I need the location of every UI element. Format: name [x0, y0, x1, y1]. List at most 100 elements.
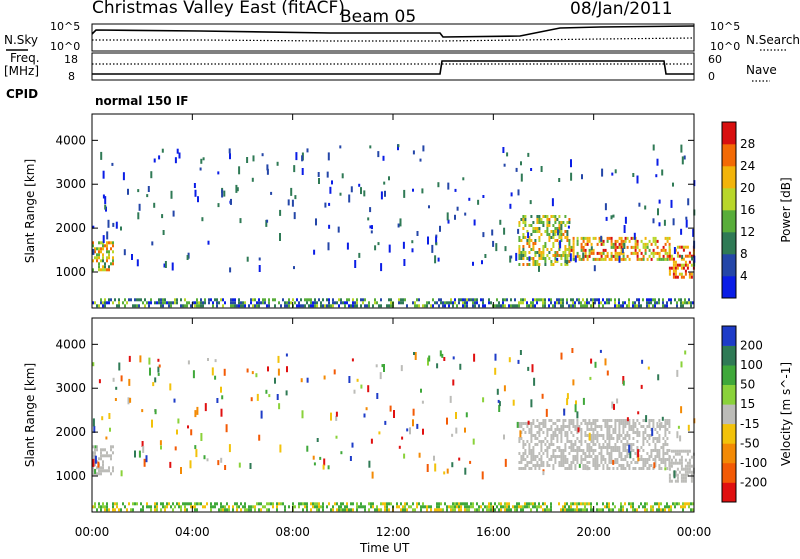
echo-cell: [524, 467, 527, 470]
echo-cell: [193, 183, 196, 188]
echo-cell: [544, 443, 547, 446]
echo-cell: [632, 443, 635, 446]
echo-cell: [458, 505, 460, 509]
echo-cell: [546, 434, 549, 437]
echo-cell: [586, 254, 589, 258]
echo-cell: [630, 505, 632, 509]
echo-cell: [346, 505, 348, 509]
echo-cell: [448, 304, 450, 308]
echo-cell: [559, 240, 562, 249]
echo-cell: [538, 239, 541, 242]
echo-cell: [546, 505, 548, 509]
echo-cell: [266, 219, 269, 223]
echo-cell: [452, 301, 454, 305]
echo-cell: [660, 508, 662, 512]
y-tick-label: 3000: [55, 381, 86, 395]
echo-cell: [340, 451, 343, 455]
echo-cell: [650, 298, 652, 302]
echo-cell: [582, 502, 584, 506]
echo-cell: [522, 248, 525, 251]
echo-cell: [336, 502, 338, 506]
echo-cell: [328, 301, 330, 305]
echo-cell: [614, 257, 617, 261]
echo-cell: [678, 263, 681, 267]
echo-cell: [594, 458, 597, 461]
echo-cell: [560, 304, 562, 308]
echo-cell: [106, 508, 108, 512]
echo-cell: [548, 236, 551, 239]
echo-cell: [598, 446, 601, 449]
echo-cell: [426, 301, 428, 305]
echo-cell: [642, 461, 645, 464]
echo-cell: [520, 251, 523, 254]
echo-cell: [352, 301, 354, 305]
echo-cell: [538, 227, 541, 230]
echo-cell: [594, 419, 597, 422]
echo-cell: [382, 502, 384, 506]
echo-cell: [414, 304, 416, 308]
echo-cell: [540, 422, 543, 425]
echo-cell: [472, 505, 474, 509]
echo-cell: [550, 263, 553, 266]
echo-cell: [124, 304, 126, 308]
echo-cell: [365, 407, 368, 411]
echo-cell: [576, 431, 579, 434]
echo-cell: [534, 239, 537, 242]
echo-cell: [220, 408, 223, 417]
echo-cell: [648, 443, 651, 446]
echo-cell: [624, 236, 627, 240]
echo-cell: [200, 301, 202, 305]
echo-cell: [336, 508, 338, 512]
echo-cell: [332, 505, 334, 509]
echo-cell: [92, 472, 94, 476]
echo-cell: [610, 458, 613, 461]
echo-cell: [178, 152, 181, 159]
echo-cell: [650, 452, 653, 455]
echo-cell: [482, 298, 484, 302]
echo-cell: [406, 428, 409, 432]
echo-cell: [235, 184, 238, 193]
echo-cell: [586, 298, 588, 302]
echo-cell: [564, 236, 567, 239]
echo-cell: [550, 455, 553, 458]
echo-cell: [542, 502, 544, 506]
echo-cell: [128, 502, 130, 506]
echo-cell: [562, 425, 565, 428]
echo-cell: [388, 508, 390, 512]
echo-cell: [560, 461, 563, 464]
echo-cell: [442, 508, 444, 512]
echo-cell: [682, 245, 685, 249]
echo-cell: [674, 458, 677, 462]
echo-cell: [360, 502, 362, 506]
echo-cell: [664, 419, 667, 422]
echo-cell: [384, 505, 386, 509]
echo-cell: [265, 219, 268, 227]
echo-cell: [460, 505, 462, 509]
echo-cell: [650, 251, 653, 255]
echo-cell: [616, 446, 619, 449]
echo-cell: [674, 269, 677, 273]
echo-cell: [620, 236, 623, 240]
echo-cell: [686, 473, 689, 477]
echo-cell: [542, 425, 545, 428]
echo-cell: [532, 458, 535, 461]
echo-cell: [636, 254, 639, 258]
colorbar-swatch: [722, 345, 736, 366]
echo-cell: [540, 464, 543, 467]
echo-cell: [298, 502, 300, 506]
echo-cell: [130, 298, 132, 302]
echo-cell: [153, 158, 156, 163]
echo-cell: [92, 454, 94, 458]
echo-cell: [406, 508, 408, 512]
echo-cell: [100, 457, 102, 461]
echo-cell: [100, 301, 102, 305]
echo-cell: [682, 449, 685, 453]
echo-cell: [646, 467, 649, 470]
echo-cell: [522, 505, 524, 509]
echo-cell: [532, 242, 535, 245]
echo-cell: [570, 461, 573, 464]
echo-cell: [642, 419, 645, 422]
echo-cell: [566, 260, 568, 265]
echo-cell: [196, 298, 198, 302]
echo-cell: [112, 256, 114, 260]
